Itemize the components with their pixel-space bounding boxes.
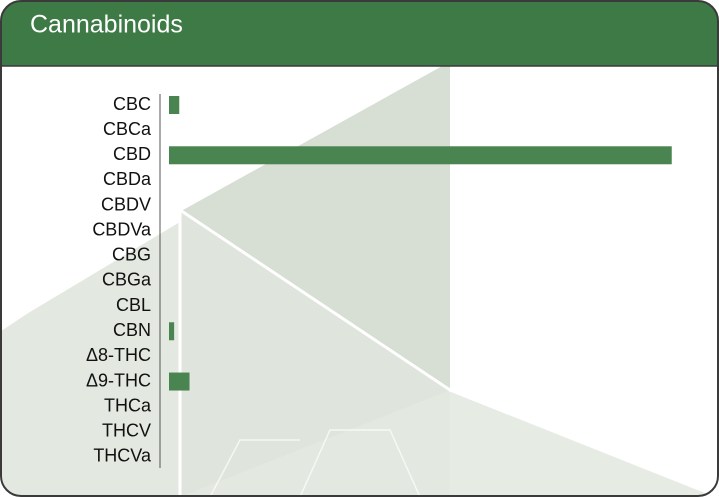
bar	[169, 146, 672, 164]
y-tick-label: CBDa	[103, 169, 152, 189]
y-tick-label: Δ8-THC	[86, 345, 151, 365]
y-tick-label: CBDV	[101, 194, 151, 214]
y-tick-label: CBD	[113, 144, 151, 164]
y-tick-label: CBCa	[103, 119, 152, 139]
chart: Cannabinoids CBC CBCa CBD CBDa CBDV CBDVa CBG C…	[0, 0, 719, 497]
y-tick-label: CBN	[113, 320, 151, 340]
y-tick-label: THCVa	[93, 446, 152, 466]
y-tick-label: CBG	[112, 245, 151, 265]
chart-title: Cannabinoids	[30, 11, 183, 39]
page: {"chart_data": {"type": "bar", "orientat…	[0, 0, 719, 497]
y-tick-label: CBC	[113, 94, 151, 114]
bar	[169, 322, 174, 340]
y-tick-label: CBGa	[102, 270, 152, 290]
y-tick-label: CBL	[116, 295, 151, 315]
y-tick-label: CBDVa	[92, 219, 152, 239]
bar	[169, 96, 179, 114]
y-tick-label: Δ9-THC	[86, 370, 151, 390]
y-tick-label: THCa	[104, 395, 152, 415]
bar	[169, 373, 190, 391]
y-tick-label: THCV	[102, 421, 151, 441]
